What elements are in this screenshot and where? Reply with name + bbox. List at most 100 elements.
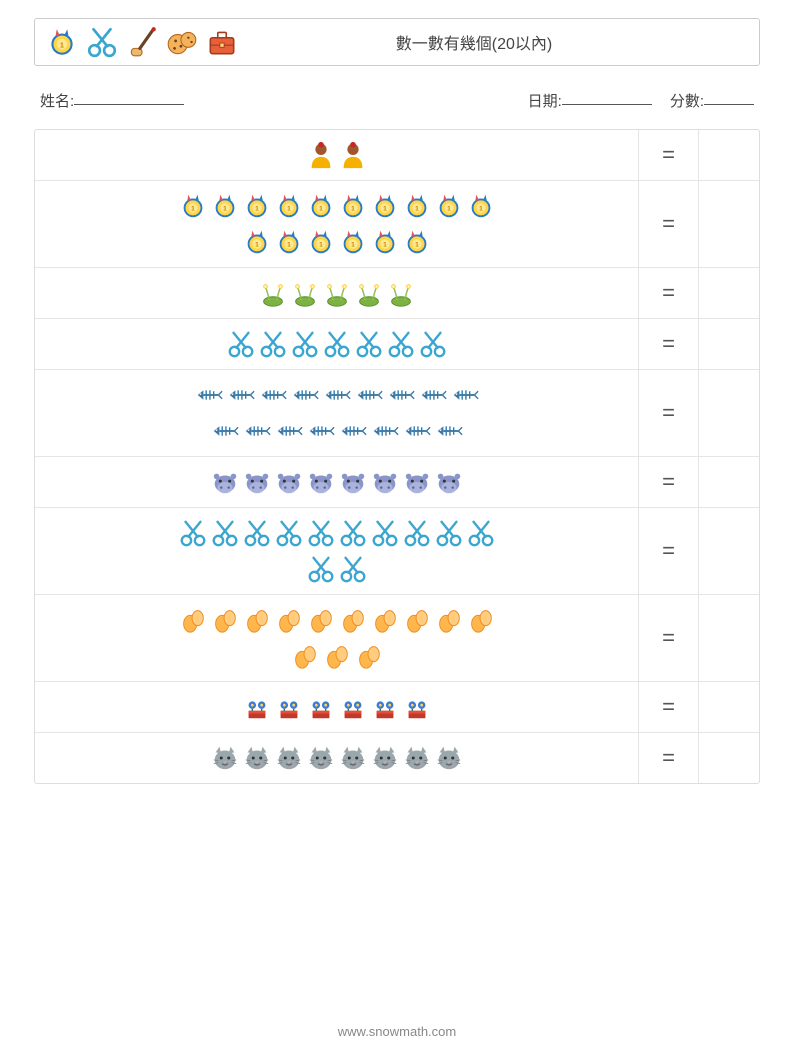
answer-cell[interactable]	[699, 457, 759, 507]
cookies-icon	[165, 25, 199, 59]
scissors-icon	[258, 329, 288, 359]
footer-site: www.snowmath.com	[338, 1024, 456, 1039]
medal-icon	[434, 191, 464, 221]
fishbone-icon	[306, 416, 336, 446]
answer-cell[interactable]	[699, 370, 759, 456]
items-cell	[35, 682, 639, 732]
table-row: =	[35, 130, 759, 181]
answer-cell[interactable]	[699, 682, 759, 732]
eggs-icon	[274, 605, 304, 635]
medal-icon	[370, 191, 400, 221]
medal-icon	[466, 191, 496, 221]
plant-icon	[386, 278, 416, 308]
cat-icon	[274, 743, 304, 773]
items-cell	[35, 319, 639, 369]
fishbone-icon	[402, 416, 432, 446]
equals-cell: =	[639, 457, 699, 507]
hippo-icon	[306, 467, 336, 497]
flowerpot-icon	[370, 692, 400, 722]
medal-icon	[370, 227, 400, 257]
person-icon	[338, 140, 368, 170]
fishbone-icon	[242, 416, 272, 446]
fishbone-icon	[370, 416, 400, 446]
fishbone-icon	[210, 416, 240, 446]
hippo-icon	[338, 467, 368, 497]
footer: www.snowmath.com	[0, 1024, 794, 1039]
equals-cell: =	[639, 319, 699, 369]
table-row: =	[35, 508, 759, 595]
score-label: 分數:	[670, 90, 704, 111]
cat-icon	[434, 743, 464, 773]
scissors-icon	[322, 329, 352, 359]
medal-icon	[402, 191, 432, 221]
medal-icon	[306, 191, 336, 221]
scissors-icon	[306, 518, 336, 548]
items-cell	[35, 508, 639, 594]
plant-icon	[322, 278, 352, 308]
fishbone-icon	[386, 380, 416, 410]
items-cell	[35, 733, 639, 783]
items-cell	[35, 595, 639, 681]
medal-icon	[210, 191, 240, 221]
hippo-icon	[434, 467, 464, 497]
scissors-icon	[85, 25, 119, 59]
equals-cell: =	[639, 268, 699, 318]
items-cell	[35, 370, 639, 456]
score-blank[interactable]	[704, 90, 754, 105]
scissors-icon	[466, 518, 496, 548]
fishbone-icon	[258, 380, 288, 410]
hippo-icon	[402, 467, 432, 497]
equals-cell: =	[639, 733, 699, 783]
cat-icon	[402, 743, 432, 773]
table-row: =	[35, 457, 759, 508]
answer-cell[interactable]	[699, 181, 759, 267]
cat-icon	[210, 743, 240, 773]
page-title: 數一數有幾個(20以內)	[239, 30, 749, 54]
eggs-icon	[434, 605, 464, 635]
items-cell	[35, 181, 639, 267]
medal-icon	[45, 25, 79, 59]
date-blank[interactable]	[562, 90, 652, 105]
answer-cell[interactable]	[699, 595, 759, 681]
person-icon	[306, 140, 336, 170]
fishbone-icon	[226, 380, 256, 410]
table-row: =	[35, 319, 759, 370]
scissors-icon	[418, 329, 448, 359]
answer-cell[interactable]	[699, 268, 759, 318]
equals-cell: =	[639, 181, 699, 267]
flowerpot-icon	[274, 692, 304, 722]
plant-icon	[290, 278, 320, 308]
answer-cell[interactable]	[699, 733, 759, 783]
answer-cell[interactable]	[699, 130, 759, 180]
table-row: =	[35, 682, 759, 733]
fishbone-icon	[194, 380, 224, 410]
scissors-icon	[306, 554, 336, 584]
fishbone-icon	[322, 380, 352, 410]
header: 數一數有幾個(20以內)	[34, 18, 760, 66]
eggs-icon	[370, 605, 400, 635]
fishbone-icon	[450, 380, 480, 410]
scissors-icon	[354, 329, 384, 359]
scissors-icon	[210, 518, 240, 548]
equals-cell: =	[639, 595, 699, 681]
scissors-icon	[338, 554, 368, 584]
answer-cell[interactable]	[699, 319, 759, 369]
items-cell	[35, 130, 639, 180]
flowerpot-icon	[306, 692, 336, 722]
eggs-icon	[178, 605, 208, 635]
flowerpot-icon	[242, 692, 272, 722]
eggs-icon	[354, 641, 384, 671]
fishbone-icon	[274, 416, 304, 446]
eggs-icon	[402, 605, 432, 635]
scissors-icon	[290, 329, 320, 359]
hippo-icon	[274, 467, 304, 497]
answer-cell[interactable]	[699, 508, 759, 594]
fishbone-icon	[434, 416, 464, 446]
table-row: =	[35, 268, 759, 319]
equals-cell: =	[639, 130, 699, 180]
scissors-icon	[434, 518, 464, 548]
fishbone-icon	[418, 380, 448, 410]
name-blank[interactable]	[74, 90, 184, 105]
eggs-icon	[338, 605, 368, 635]
name-label: 姓名:	[40, 90, 74, 111]
